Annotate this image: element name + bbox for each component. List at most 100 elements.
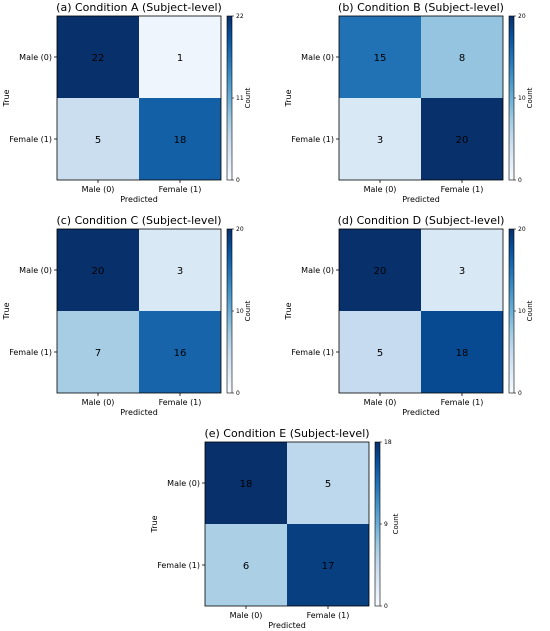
- colorbar-label: Count: [392, 513, 400, 534]
- x-axis-label: Predicted: [268, 621, 306, 630]
- y-tick-label: Female (1): [157, 561, 200, 570]
- cell-value-label: 18: [174, 135, 187, 146]
- y-tick-label: Female (1): [9, 348, 52, 357]
- cell-value-label: 16: [174, 348, 187, 359]
- heatmap-cell: [287, 442, 369, 524]
- colorbar-label: Count: [244, 300, 252, 321]
- colorbar-tick-label: 11: [236, 95, 244, 102]
- x-tick-label: Female (1): [441, 398, 484, 407]
- heatmap-cell: [57, 229, 139, 311]
- colorbar-tick-label: 0: [518, 390, 522, 397]
- heatmap-cell: [421, 311, 503, 393]
- cell-value-label: 5: [325, 479, 331, 490]
- heatmap-cell: [421, 98, 503, 180]
- colorbar-tick-label: 22: [236, 13, 244, 20]
- heatmap-cell: [139, 229, 221, 311]
- confusion-matrix-panel: (c) Condition C (Subject-level) 20 3 7 16 Mal…: [2, 214, 252, 417]
- y-axis-label: True: [150, 515, 159, 533]
- colorbar-tick-label: 20: [518, 13, 526, 20]
- heatmap-cell: [339, 229, 421, 311]
- x-axis-label: Predicted: [402, 195, 440, 204]
- panel-title: (c) Condition C (Subject-level): [56, 214, 221, 227]
- x-tick-label: Male (0): [82, 398, 115, 407]
- y-tick-label: Female (1): [291, 135, 334, 144]
- y-tick-label: Male (0): [301, 266, 334, 275]
- colorbar-tick-label: 10: [518, 95, 526, 102]
- cell-value-label: 6: [243, 561, 249, 572]
- x-axis-label: Predicted: [402, 408, 440, 417]
- panel-title: (b) Condition B (Subject-level): [338, 1, 504, 14]
- x-axis-label: Predicted: [120, 195, 158, 204]
- cell-value-label: 7: [95, 348, 101, 359]
- y-axis-label: True: [284, 89, 293, 107]
- confusion-matrix-panel: (d) Condition D (Subject-level) 20 3 5 18 Mal…: [284, 214, 534, 417]
- heatmap-cell: [339, 16, 421, 98]
- heatmap-frame: [338, 228, 504, 394]
- x-tick-label: Male (0): [82, 185, 115, 194]
- y-axis-label: True: [284, 302, 293, 320]
- heatmap-cell: [139, 98, 221, 180]
- cell-value-label: 17: [322, 561, 335, 572]
- heatmap-frame: [338, 15, 504, 181]
- heatmap-cell: [421, 16, 503, 98]
- x-tick-label: Female (1): [159, 398, 202, 407]
- x-tick-label: Female (1): [441, 185, 484, 194]
- confusion-matrix-panel: (b) Condition B (Subject-level) 15 8 3 20 Mal…: [284, 1, 534, 204]
- heatmap-cell: [139, 311, 221, 393]
- cell-value-label: 20: [92, 266, 105, 277]
- colorbar: [509, 229, 514, 393]
- colorbar-tick-label: 10: [236, 308, 244, 315]
- cell-value-label: 22: [92, 53, 105, 64]
- panel-title: (e) Condition E (Subject-level): [204, 427, 369, 440]
- cell-value-label: 18: [240, 479, 253, 490]
- x-tick-label: Male (0): [364, 398, 397, 407]
- y-axis-label: True: [2, 302, 11, 320]
- y-tick-label: Female (1): [9, 135, 52, 144]
- colorbar: [509, 16, 514, 180]
- cell-value-label: 5: [377, 348, 383, 359]
- confusion-matrix-panel: (e) Condition E (Subject-level) 18 5 6 17 Mal…: [150, 427, 400, 630]
- colorbar: [227, 229, 232, 393]
- colorbar-label: Count: [526, 87, 534, 108]
- cell-value-label: 5: [95, 135, 101, 146]
- heatmap-frame: [56, 15, 222, 181]
- cell-value-label: 1: [177, 53, 183, 64]
- cell-value-label: 3: [459, 266, 465, 277]
- heatmap-cell: [421, 229, 503, 311]
- colorbar-tick-label: 10: [518, 308, 526, 315]
- heatmap-cell: [57, 311, 139, 393]
- colorbar-tick-label: 0: [236, 390, 240, 397]
- x-tick-label: Female (1): [307, 611, 350, 620]
- cell-value-label: 8: [459, 53, 465, 64]
- heatmap-cell: [205, 442, 287, 524]
- colorbar-tick-label: 18: [384, 439, 392, 446]
- x-tick-label: Male (0): [364, 185, 397, 194]
- cell-value-label: 15: [374, 53, 387, 64]
- cell-value-label: 18: [456, 348, 469, 359]
- x-tick-label: Male (0): [230, 611, 263, 620]
- colorbar: [227, 16, 232, 180]
- heatmap-cell: [139, 16, 221, 98]
- colorbar: [375, 442, 380, 606]
- colorbar-tick-label: 20: [518, 226, 526, 233]
- heatmap-frame: [56, 228, 222, 394]
- x-tick-label: Female (1): [159, 185, 202, 194]
- y-tick-label: Male (0): [19, 266, 52, 275]
- y-tick-label: Male (0): [167, 479, 200, 488]
- cell-value-label: 3: [177, 266, 183, 277]
- heatmap-cell: [339, 98, 421, 180]
- panel-title: (a) Condition A (Subject-level): [56, 1, 222, 14]
- cell-value-label: 3: [377, 135, 383, 146]
- colorbar-label: Count: [526, 300, 534, 321]
- heatmap-cell: [339, 311, 421, 393]
- colorbar-tick-label: 0: [384, 603, 388, 610]
- panel-title: (d) Condition D (Subject-level): [338, 214, 505, 227]
- y-tick-label: Female (1): [291, 348, 334, 357]
- heatmap-cell: [205, 524, 287, 606]
- heatmap-cell: [287, 524, 369, 606]
- heatmap-frame: [204, 441, 370, 607]
- confusion-matrix-panel: (a) Condition A (Subject-level) 22 1 5 18 Mal…: [2, 1, 252, 204]
- y-tick-label: Male (0): [19, 53, 52, 62]
- cell-value-label: 20: [456, 135, 469, 146]
